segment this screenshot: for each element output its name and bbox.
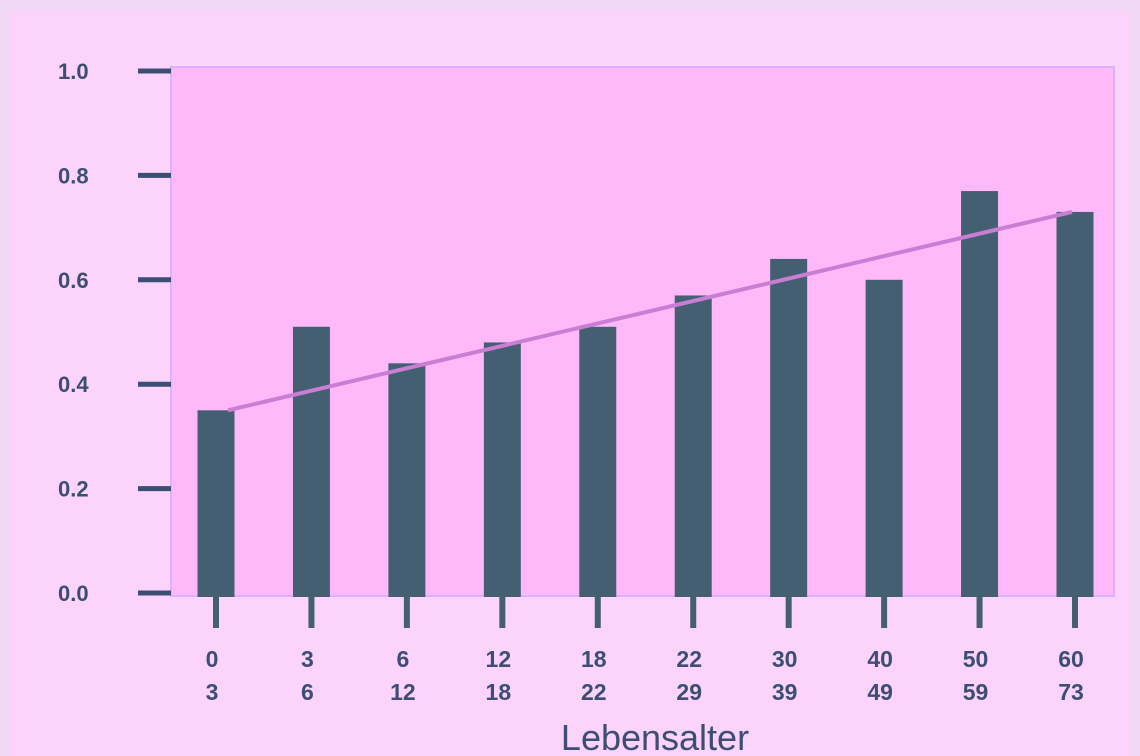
x-tick-label-to: 73 <box>1058 679 1084 705</box>
bar <box>770 258 808 597</box>
x-tick-label-to: 29 <box>676 679 702 705</box>
x-tick-label-from: 3 <box>301 646 314 672</box>
bar <box>579 326 617 597</box>
bar <box>197 410 235 597</box>
x-tick-label-from: 0 <box>206 646 219 672</box>
y-tick-label: 0.4 <box>58 372 89 397</box>
x-tick-label-to: 49 <box>867 679 893 705</box>
bar <box>388 363 426 597</box>
bar-series <box>197 191 1094 597</box>
x-axis: 0 3 3 6 6 12 12 18 18 22 22 29 30 39 40 49 50 59 60 73 <box>206 597 1084 705</box>
x-tick-label-to: 3 <box>206 679 219 705</box>
y-tick-label: 1.0 <box>58 59 89 84</box>
y-axis: 0.0 0.2 0.4 0.6 0.8 1.0 <box>58 59 171 606</box>
trend-series <box>227 209 1073 413</box>
x-tick-label-from: 30 <box>772 646 798 672</box>
x-tick-label-from: 18 <box>581 646 607 672</box>
x-axis-title: Lebensalter <box>561 717 749 756</box>
y-tick-label: 0.6 <box>58 268 89 293</box>
x-tick-label-to: 18 <box>486 679 512 705</box>
bar <box>292 326 330 597</box>
x-tick-label-to: 59 <box>963 679 989 705</box>
bar <box>483 342 521 597</box>
bar <box>961 191 999 597</box>
x-tick-label-to: 39 <box>772 679 798 705</box>
x-tick-label-from: 60 <box>1058 646 1084 672</box>
x-tick-label-from: 6 <box>396 646 409 672</box>
x-tick-label-from: 50 <box>963 646 989 672</box>
bar <box>674 295 712 597</box>
x-tick-label-to: 12 <box>390 679 416 705</box>
bar <box>865 279 903 597</box>
x-tick-label-from: 12 <box>486 646 512 672</box>
x-tick-label-to: 6 <box>301 679 314 705</box>
x-tick-label-from: 40 <box>867 646 893 672</box>
y-tick-label: 0.0 <box>58 581 89 606</box>
y-tick-label: 0.8 <box>58 163 89 188</box>
x-tick-label-from: 22 <box>676 646 702 672</box>
trend-line <box>227 209 1073 413</box>
y-tick-label: 0.2 <box>58 477 89 502</box>
bar <box>1056 211 1094 597</box>
x-tick-label-to: 22 <box>581 679 607 705</box>
